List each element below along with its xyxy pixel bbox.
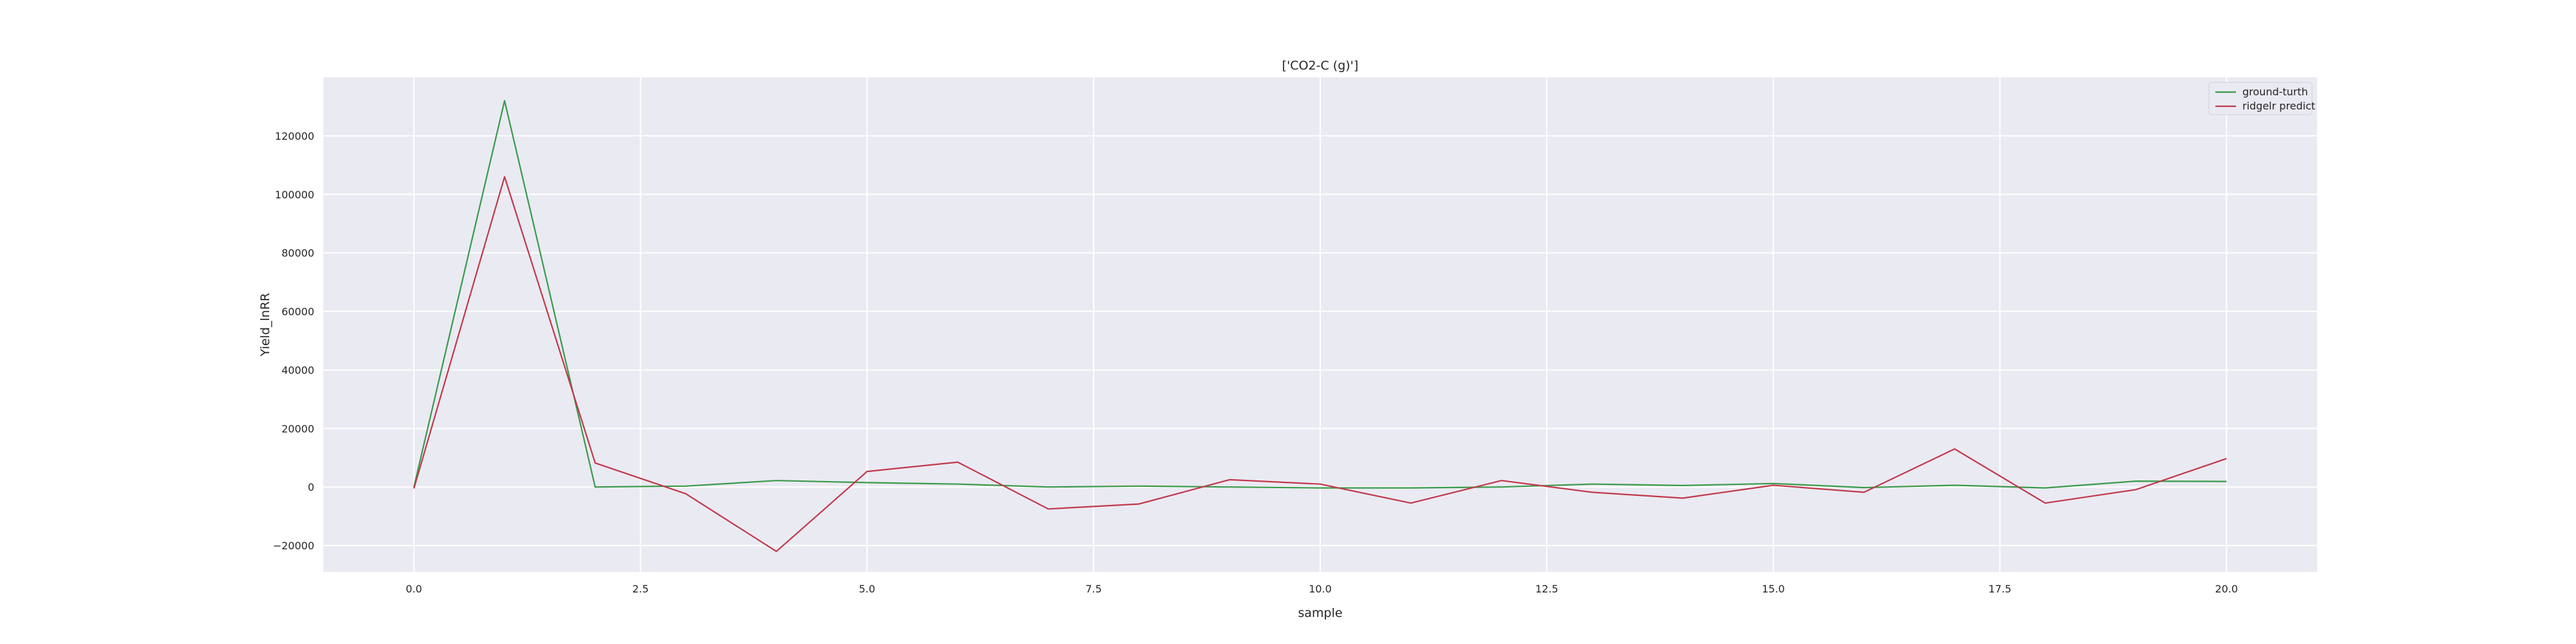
y-tick-label: 20000 — [281, 422, 314, 435]
x-tick-label: 20.0 — [2215, 583, 2238, 595]
x-tick-label: 7.5 — [1085, 583, 1101, 595]
series-line-ridgelr-predict — [413, 176, 2227, 553]
y-tick-label: 100000 — [275, 189, 314, 201]
x-axis-label: sample — [1298, 606, 1342, 620]
x-tick-label: 10.0 — [1309, 583, 1332, 595]
y-tick-label: −20000 — [273, 540, 314, 552]
grid-lines — [323, 77, 2317, 572]
legend-label-ridgelr-predict: ridgelr predict — [2242, 100, 2315, 112]
legend: ground-turth ridgelr predict — [2208, 82, 2315, 115]
x-tick-label: 0.0 — [406, 583, 422, 595]
y-tick-label: 80000 — [281, 247, 314, 260]
tick-labels: 0.0 2.5 5.0 7.5 10.0 12.5 15.0 17.5 20.0 −20000 0 2… — [273, 130, 2238, 595]
y-axis-label: Yield_lnRR — [258, 293, 272, 357]
y-tick-label: 0 — [308, 481, 314, 493]
y-tick-label: 120000 — [275, 130, 314, 142]
x-tick-label: 2.5 — [632, 583, 649, 595]
x-tick-label: 12.5 — [1535, 583, 1558, 595]
x-tick-label: 5.0 — [859, 583, 875, 595]
series-line-ground-turth — [413, 100, 2227, 489]
y-tick-label: 40000 — [281, 364, 314, 376]
series-lines — [413, 100, 2227, 553]
x-tick-label: 15.0 — [1762, 583, 1785, 595]
y-tick-label: 60000 — [281, 306, 314, 318]
chart-title: ['CO2-C (g)'] — [1282, 59, 1359, 73]
legend-label-ground-turth: ground-turth — [2242, 86, 2308, 98]
x-tick-label: 17.5 — [1989, 583, 2012, 595]
